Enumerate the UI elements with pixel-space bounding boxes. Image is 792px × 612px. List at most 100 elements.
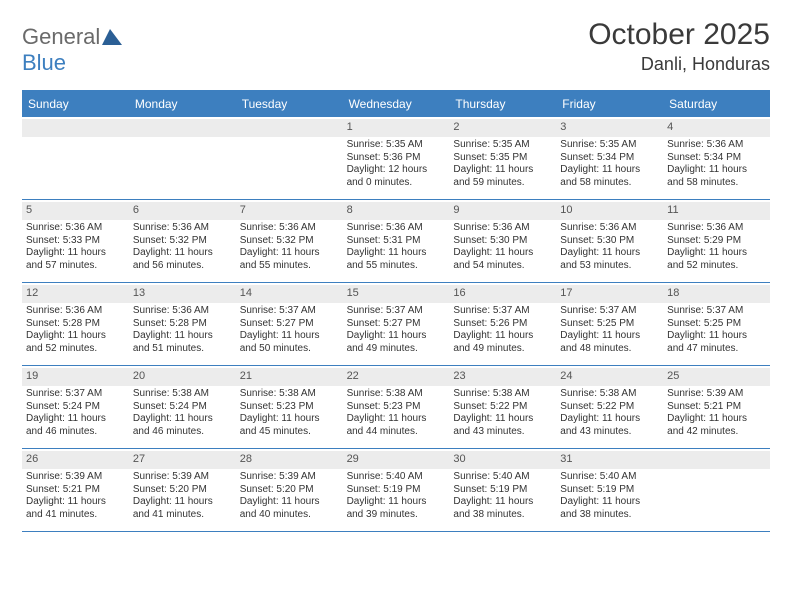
day-line: Sunrise: 5:36 AM bbox=[560, 222, 659, 235]
day-line: Daylight: 11 hours bbox=[453, 164, 552, 177]
day-number: 25 bbox=[663, 368, 770, 386]
day-line: Sunrise: 5:36 AM bbox=[667, 222, 766, 235]
day-line: Sunrise: 5:37 AM bbox=[347, 305, 446, 318]
day-line: and 52 minutes. bbox=[26, 343, 125, 356]
day-number: 5 bbox=[22, 202, 129, 220]
day-line: Daylight: 11 hours bbox=[667, 413, 766, 426]
day-cell: 25Sunrise: 5:39 AMSunset: 5:21 PMDayligh… bbox=[663, 366, 770, 448]
day-line: Sunset: 5:28 PM bbox=[26, 318, 125, 331]
day-line: Daylight: 11 hours bbox=[347, 496, 446, 509]
day-line: Sunrise: 5:36 AM bbox=[26, 305, 125, 318]
day-line: and 43 minutes. bbox=[560, 426, 659, 439]
day-line: Sunset: 5:31 PM bbox=[347, 235, 446, 248]
dow-cell: Friday bbox=[556, 92, 663, 117]
title-block: October 2025 Danli, Honduras bbox=[588, 18, 770, 75]
day-line: Sunset: 5:34 PM bbox=[667, 152, 766, 165]
day-number bbox=[236, 119, 343, 137]
day-number: 27 bbox=[129, 451, 236, 469]
day-line: and 58 minutes. bbox=[667, 177, 766, 190]
week-row: 19Sunrise: 5:37 AMSunset: 5:24 PMDayligh… bbox=[22, 366, 770, 449]
day-cell bbox=[22, 117, 129, 199]
dow-cell: Wednesday bbox=[343, 92, 450, 117]
day-line: Sunset: 5:20 PM bbox=[240, 484, 339, 497]
day-line: Sunset: 5:30 PM bbox=[560, 235, 659, 248]
day-number: 4 bbox=[663, 119, 770, 137]
day-line: Daylight: 11 hours bbox=[26, 496, 125, 509]
header: General Blue October 2025 Danli, Hondura… bbox=[22, 18, 770, 76]
day-cell: 24Sunrise: 5:38 AMSunset: 5:22 PMDayligh… bbox=[556, 366, 663, 448]
day-line: Daylight: 11 hours bbox=[453, 247, 552, 260]
logo-part1: General bbox=[22, 24, 100, 49]
day-cell: 31Sunrise: 5:40 AMSunset: 5:19 PMDayligh… bbox=[556, 449, 663, 531]
day-line: Sunrise: 5:35 AM bbox=[560, 139, 659, 152]
day-line: Daylight: 11 hours bbox=[347, 413, 446, 426]
day-line: Sunset: 5:23 PM bbox=[347, 401, 446, 414]
day-line: and 43 minutes. bbox=[453, 426, 552, 439]
day-line: Daylight: 11 hours bbox=[453, 413, 552, 426]
day-cell: 11 Sunrise: 5:36 AMSunset: 5:29 PMDayligh… bbox=[663, 200, 770, 282]
day-line: Sunset: 5:19 PM bbox=[347, 484, 446, 497]
day-line: Sunset: 5:28 PM bbox=[133, 318, 232, 331]
day-line: Sunrise: 5:37 AM bbox=[453, 305, 552, 318]
day-line: Sunrise: 5:39 AM bbox=[133, 471, 232, 484]
day-number: 8 bbox=[343, 202, 450, 220]
day-number: 13 bbox=[129, 285, 236, 303]
day-number: 30 bbox=[449, 451, 556, 469]
day-line: and 0 minutes. bbox=[347, 177, 446, 190]
day-line: Sunrise: 5:39 AM bbox=[26, 471, 125, 484]
day-line: Sunrise: 5:37 AM bbox=[240, 305, 339, 318]
day-line: Daylight: 11 hours bbox=[133, 496, 232, 509]
day-number: 24 bbox=[556, 368, 663, 386]
location: Danli, Honduras bbox=[588, 54, 770, 75]
day-cell: 28Sunrise: 5:39 AMSunset: 5:20 PMDayligh… bbox=[236, 449, 343, 531]
day-line: and 39 minutes. bbox=[347, 509, 446, 522]
day-line: Sunrise: 5:36 AM bbox=[240, 222, 339, 235]
day-line: Sunset: 5:19 PM bbox=[453, 484, 552, 497]
day-cell: 20Sunrise: 5:38 AMSunset: 5:24 PMDayligh… bbox=[129, 366, 236, 448]
day-line: Sunset: 5:27 PM bbox=[240, 318, 339, 331]
day-line: Daylight: 11 hours bbox=[560, 330, 659, 343]
day-cell: 27Sunrise: 5:39 AMSunset: 5:20 PMDayligh… bbox=[129, 449, 236, 531]
day-line: Daylight: 11 hours bbox=[560, 496, 659, 509]
day-number: 16 bbox=[449, 285, 556, 303]
page: General Blue October 2025 Danli, Hondura… bbox=[0, 0, 792, 532]
day-line: and 38 minutes. bbox=[560, 509, 659, 522]
day-cell: 19Sunrise: 5:37 AMSunset: 5:24 PMDayligh… bbox=[22, 366, 129, 448]
day-line: Sunrise: 5:39 AM bbox=[667, 388, 766, 401]
day-line: Sunrise: 5:40 AM bbox=[347, 471, 446, 484]
day-line: Sunset: 5:30 PM bbox=[453, 235, 552, 248]
day-number: 17 bbox=[556, 285, 663, 303]
day-line: and 42 minutes. bbox=[667, 426, 766, 439]
day-line: Sunset: 5:33 PM bbox=[26, 235, 125, 248]
day-line: Sunset: 5:19 PM bbox=[560, 484, 659, 497]
logo-text: General Blue bbox=[22, 24, 122, 76]
day-line: Sunrise: 5:38 AM bbox=[560, 388, 659, 401]
day-number: 11 bbox=[663, 202, 770, 220]
dow-row: Sunday Monday Tuesday Wednesday Thursday… bbox=[22, 92, 770, 117]
day-number: 2 bbox=[449, 119, 556, 137]
day-cell: 17Sunrise: 5:37 AMSunset: 5:25 PMDayligh… bbox=[556, 283, 663, 365]
day-line: Sunrise: 5:38 AM bbox=[347, 388, 446, 401]
day-line: Daylight: 11 hours bbox=[667, 330, 766, 343]
day-line: and 50 minutes. bbox=[240, 343, 339, 356]
day-line: Sunset: 5:29 PM bbox=[667, 235, 766, 248]
day-line: Sunrise: 5:36 AM bbox=[453, 222, 552, 235]
day-line: and 48 minutes. bbox=[560, 343, 659, 356]
day-line: Sunrise: 5:36 AM bbox=[133, 305, 232, 318]
week-row: 5 Sunrise: 5:36 AM Sunset: 5:33 PM Daylight… bbox=[22, 200, 770, 283]
week-row: 12Sunrise: 5:36 AMSunset: 5:28 PMDayligh… bbox=[22, 283, 770, 366]
week-row: 1Sunrise: 5:35 AMSunset: 5:36 PMDaylight… bbox=[22, 117, 770, 200]
day-line: Daylight: 11 hours bbox=[667, 247, 766, 260]
day-line: and 56 minutes. bbox=[133, 260, 232, 273]
day-cell: 16Sunrise: 5:37 AMSunset: 5:26 PMDayligh… bbox=[449, 283, 556, 365]
day-line: Daylight: 11 hours bbox=[133, 247, 232, 260]
day-number bbox=[22, 119, 129, 137]
day-line: and 46 minutes. bbox=[26, 426, 125, 439]
day-cell: 13Sunrise: 5:36 AMSunset: 5:28 PMDayligh… bbox=[129, 283, 236, 365]
day-line: Sunrise: 5:40 AM bbox=[453, 471, 552, 484]
day-line: Daylight: 12 hours bbox=[347, 164, 446, 177]
day-cell: 3Sunrise: 5:35 AMSunset: 5:34 PMDaylight… bbox=[556, 117, 663, 199]
day-number: 18 bbox=[663, 285, 770, 303]
day-number: 28 bbox=[236, 451, 343, 469]
day-number bbox=[663, 451, 770, 469]
